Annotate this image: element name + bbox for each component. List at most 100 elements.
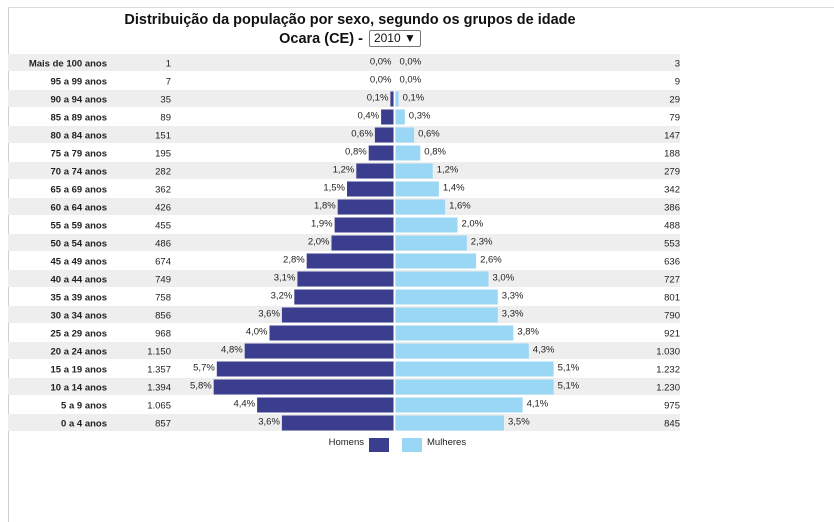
age-group-label: Mais de 100 anos [29,59,107,70]
age-group-label: 30 a 34 anos [50,311,107,322]
male-count: 195 [155,149,171,160]
female-percent-label: 3,8% [517,327,539,338]
male-count: 282 [155,167,171,178]
female-percent-label: 5,1% [558,381,580,392]
female-bar [395,271,489,287]
age-group-label: 5 a 9 anos [61,401,107,412]
frame-top-border [8,7,834,8]
row-band [8,126,680,143]
female-count: 9 [675,77,680,88]
legend-female-swatch [402,438,422,452]
female-count: 975 [664,401,680,412]
age-group-label: 60 a 64 anos [50,203,107,214]
male-percent-label: 1,9% [311,219,333,230]
age-group-label: 40 a 44 anos [50,275,107,286]
female-percent-label: 4,1% [527,399,549,410]
age-group-label: 0 a 4 anos [61,419,107,430]
female-percent-label: 1,4% [443,183,465,194]
female-bar [395,415,504,431]
male-percent-label: 4,0% [246,327,268,338]
male-bar [337,199,394,215]
male-percent-label: 5,8% [190,381,212,392]
age-group-label: 35 a 39 anos [50,293,107,304]
female-count: 636 [664,257,680,268]
male-bar [381,109,394,125]
female-percent-label: 3,3% [502,291,524,302]
age-group-label: 50 a 54 anos [50,239,107,250]
year-select-value: 2010 [373,31,401,45]
female-percent-label: 2,3% [471,237,493,248]
female-count: 553 [664,239,680,250]
female-count: 147 [664,131,680,142]
female-count: 790 [664,311,680,322]
female-percent-label: 0,8% [424,147,446,158]
year-select[interactable]: 2010 ▼ [368,30,421,47]
chevron-down-icon: ▼ [404,31,416,45]
male-bar [281,415,394,431]
age-group-label: 95 a 99 anos [50,77,107,88]
male-percent-label: 2,8% [283,255,305,266]
male-count: 89 [160,113,171,124]
male-percent-label: 3,1% [274,273,296,284]
female-count: 3 [675,59,680,70]
male-bar [216,361,394,377]
female-percent-label: 0,0% [400,57,422,68]
age-group-label: 55 a 59 anos [50,221,107,232]
male-bar [297,271,394,287]
legend-female-label: Mulheres [427,437,466,448]
female-count: 727 [664,275,680,286]
female-bar [395,361,554,377]
female-count: 1.230 [656,383,680,394]
male-count: 362 [155,185,171,196]
female-bar [395,199,446,215]
age-group-label: 80 a 84 anos [50,131,107,142]
male-percent-label: 0,4% [357,111,379,122]
male-percent-label: 3,2% [271,291,293,302]
female-count: 921 [664,329,680,340]
male-count: 758 [155,293,171,304]
male-percent-label: 0,8% [345,147,367,158]
male-count: 455 [155,221,171,232]
male-bar [281,307,394,323]
female-count: 1.030 [656,347,680,358]
chart-title-text: Distribuição da população por sexo, segu… [124,12,576,28]
male-bar [269,325,394,341]
male-count: 7 [166,77,171,88]
female-percent-label: 1,2% [437,165,459,176]
male-percent-label: 3,6% [258,309,280,320]
male-bar [368,145,394,161]
row-band [8,90,680,107]
female-bar [395,289,498,305]
female-bar [395,253,477,269]
row-band [8,54,680,71]
location-label: Ocara (CE) - [279,31,363,47]
female-bar [395,217,458,233]
male-percent-label: 0,0% [370,75,392,86]
age-group-label: 20 a 24 anos [50,347,107,358]
male-count: 1.394 [147,383,171,394]
male-percent-label: 4,4% [233,399,255,410]
male-count: 968 [155,329,171,340]
female-count: 845 [664,419,680,430]
male-bar [294,289,394,305]
male-count: 426 [155,203,171,214]
male-count: 35 [160,95,171,106]
male-count: 1 [166,59,171,70]
male-count: 749 [155,275,171,286]
age-group-label: 70 a 74 anos [50,167,107,178]
female-count: 279 [664,167,680,178]
male-bar [213,379,394,395]
female-count: 188 [664,149,680,160]
female-count: 79 [669,113,680,124]
male-bar [347,181,394,197]
male-bar [244,343,394,359]
male-percent-label: 1,8% [314,201,336,212]
frame-left-border [8,7,9,522]
male-count: 857 [155,419,171,430]
female-bar [395,307,498,323]
female-bar [395,91,399,107]
male-count: 856 [155,311,171,322]
female-percent-label: 4,3% [533,345,555,356]
chart-subtitle: Ocara (CE) - 2010 ▼ [100,30,600,47]
